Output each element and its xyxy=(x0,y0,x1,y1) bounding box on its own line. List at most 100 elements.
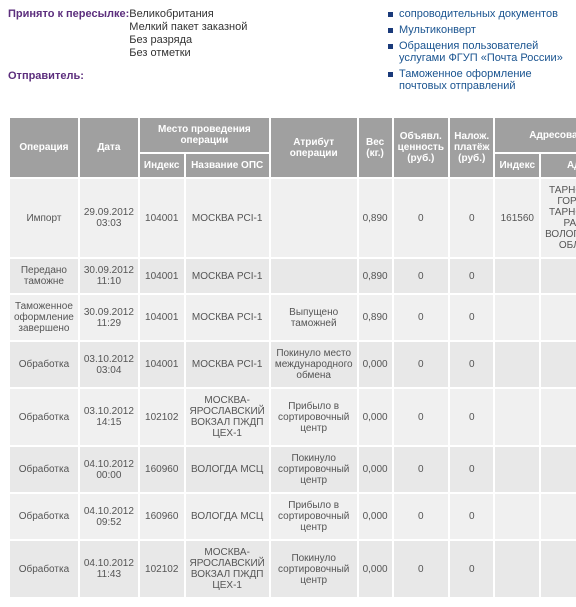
th-operation: Операция xyxy=(9,117,79,178)
tracking-table: Операция Дата Место проведения операции … xyxy=(8,116,576,599)
table-cell: Таможенное оформление завершено xyxy=(9,294,79,341)
table-cell: 0 xyxy=(393,493,449,540)
side-link[interactable]: Обращения пользователей услугами ФГУП «П… xyxy=(399,40,568,64)
table-cell xyxy=(494,294,540,341)
table-cell: ВОЛОГДА МСЦ xyxy=(185,493,270,540)
table-cell: Покинуло место международного обмена xyxy=(270,341,358,388)
table-cell: 0 xyxy=(449,294,495,341)
th-attribute: Атрибут операции xyxy=(270,117,358,178)
table-cell: 0,890 xyxy=(358,258,393,294)
table-cell: 104001 xyxy=(139,178,185,258)
table-cell: 0,000 xyxy=(358,446,393,493)
table-cell: Выпущено таможней xyxy=(270,294,358,341)
table-cell: МОСКВА PCI-1 xyxy=(185,294,270,341)
table-cell: Прибыло в сортировочный центр xyxy=(270,388,358,446)
table-cell: Обработка xyxy=(9,446,79,493)
table-cell: 0,000 xyxy=(358,388,393,446)
table-cell: 0 xyxy=(449,540,495,598)
table-cell xyxy=(540,341,576,388)
bullet-icon xyxy=(388,72,393,77)
table-cell: 0 xyxy=(449,446,495,493)
table-cell: 161560 xyxy=(494,178,540,258)
th-place-group: Место проведения операции xyxy=(139,117,270,153)
table-cell: Прибыло в сортировочный центр xyxy=(270,493,358,540)
table-cell xyxy=(270,178,358,258)
forward-value: Без отметки xyxy=(129,47,247,59)
table-cell xyxy=(494,258,540,294)
table-cell: 160960 xyxy=(139,446,185,493)
table-cell: 0 xyxy=(393,388,449,446)
th-ops-name: Название ОПС xyxy=(185,153,270,178)
side-link-item: Мультиконверт xyxy=(388,24,568,36)
left-info: Принято к пересылке: ВеликобританияМелки… xyxy=(8,8,388,96)
th-addr-index: Индекс xyxy=(494,153,540,178)
table-cell: 104001 xyxy=(139,294,185,341)
table-row: Обработка04.10.2012 00:00160960ВОЛОГДА М… xyxy=(9,446,576,493)
table-cell: 0 xyxy=(393,178,449,258)
table-cell: 104001 xyxy=(139,258,185,294)
side-link[interactable]: Таможенное оформление почтовых отправлен… xyxy=(399,68,568,92)
table-cell: МОСКВА PCI-1 xyxy=(185,341,270,388)
table-cell: 0,890 xyxy=(358,294,393,341)
table-cell: Обработка xyxy=(9,341,79,388)
table-cell: 0,000 xyxy=(358,341,393,388)
th-declared-value: Объявл. ценность (руб.) xyxy=(393,117,449,178)
table-cell: МОСКВА PCI-1 xyxy=(185,258,270,294)
table-cell xyxy=(494,341,540,388)
forward-value: Великобритания xyxy=(129,8,247,20)
table-cell xyxy=(540,258,576,294)
table-cell xyxy=(494,446,540,493)
table-cell: 0 xyxy=(393,258,449,294)
table-cell: 04.10.2012 09:52 xyxy=(79,493,139,540)
side-link[interactable]: сопроводительных документов xyxy=(399,8,558,20)
top-section: Принято к пересылке: ВеликобританияМелки… xyxy=(8,8,568,96)
side-link[interactable]: Мультиконверт xyxy=(399,24,476,36)
table-cell: 102102 xyxy=(139,388,185,446)
th-date: Дата xyxy=(79,117,139,178)
table-cell xyxy=(270,258,358,294)
table-cell: 0 xyxy=(393,294,449,341)
table-cell: 0,000 xyxy=(358,540,393,598)
table-cell: Импорт xyxy=(9,178,79,258)
forward-value: Мелкий пакет заказной xyxy=(129,21,247,33)
table-row: Обработка04.10.2012 09:52160960ВОЛОГДА М… xyxy=(9,493,576,540)
table-cell: МОСКВА PCI-1 xyxy=(185,178,270,258)
table-cell: 04.10.2012 00:00 xyxy=(79,446,139,493)
bullet-icon xyxy=(388,12,393,17)
table-cell: Обработка xyxy=(9,493,79,540)
table-cell: 0 xyxy=(393,341,449,388)
table-cell xyxy=(494,493,540,540)
table-cell: ВОЛОГДА МСЦ xyxy=(185,446,270,493)
table-cell: Покинуло сортировочный центр xyxy=(270,446,358,493)
forward-value: Без разряда xyxy=(129,34,247,46)
table-cell xyxy=(540,294,576,341)
table-cell: 0 xyxy=(449,388,495,446)
table-cell: 29.09.2012 03:03 xyxy=(79,178,139,258)
forward-values: ВеликобританияМелкий пакет заказнойБез р… xyxy=(129,8,247,60)
table-cell: 0,890 xyxy=(358,178,393,258)
table-cell: 04.10.2012 11:43 xyxy=(79,540,139,598)
table-row: Передано таможне30.09.2012 11:10104001МО… xyxy=(9,258,576,294)
th-weight: Вес (кг.) xyxy=(358,117,393,178)
th-addr-address: Адрес xyxy=(540,153,576,178)
table-cell: 0 xyxy=(449,178,495,258)
table-cell: Передано таможне xyxy=(9,258,79,294)
table-cell: 160960 xyxy=(139,493,185,540)
th-index: Индекс xyxy=(139,153,185,178)
table-cell: МОСКВА-ЯРОСЛАВСКИЙ ВОКЗАЛ ПЖДП ЦЕХ-1 xyxy=(185,388,270,446)
table-cell xyxy=(540,540,576,598)
table-row: Импорт29.09.2012 03:03104001МОСКВА PCI-1… xyxy=(9,178,576,258)
sender-label: Отправитель: xyxy=(8,70,128,82)
table-cell: 104001 xyxy=(139,341,185,388)
table-cell: 0 xyxy=(449,341,495,388)
table-cell: 0,000 xyxy=(358,493,393,540)
table-row: Обработка03.10.2012 03:04104001МОСКВА PC… xyxy=(9,341,576,388)
table-cell: 30.09.2012 11:10 xyxy=(79,258,139,294)
table-cell: 102102 xyxy=(139,540,185,598)
table-cell: ТАРНОГСКИЙ ГОРОДОК, ТАРНОГСКИЙ РАЙОН, ВО… xyxy=(540,178,576,258)
bullet-icon xyxy=(388,44,393,49)
table-cell: 0 xyxy=(393,446,449,493)
th-cod-payment: Налож. платёж (руб.) xyxy=(449,117,495,178)
side-link-item: Таможенное оформление почтовых отправлен… xyxy=(388,68,568,92)
table-cell: Обработка xyxy=(9,388,79,446)
